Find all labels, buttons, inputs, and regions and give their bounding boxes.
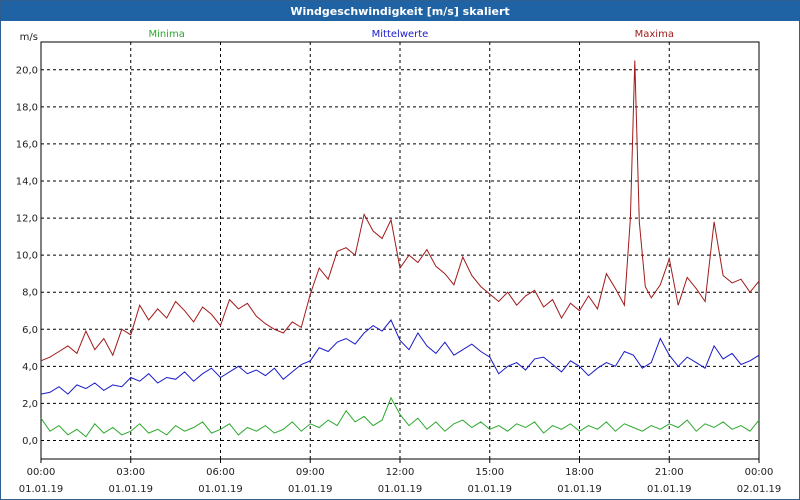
series-line-minima bbox=[40, 396, 760, 438]
x-tick-label-date: 01.01.19 bbox=[647, 484, 692, 495]
y-tick-label: 14,0 bbox=[16, 177, 38, 188]
x-tick-label-date: 01.01.19 bbox=[19, 484, 64, 495]
y-tick-label: 6,0 bbox=[22, 325, 38, 336]
y-axis-label: m/s bbox=[20, 32, 38, 43]
series-line-mittelwerte bbox=[40, 319, 760, 395]
y-tick-label: 20,0 bbox=[16, 65, 38, 76]
x-tick-label-time: 00:00 bbox=[745, 467, 774, 478]
chart-svg: 0,0 2,0 4,0 6,0 8,0 10,0 12,0 14,0 16,0 18,0 20,0 m… bbox=[16, 29, 782, 495]
y-tick-label: 10,0 bbox=[16, 251, 38, 262]
x-tick-label-date: 02.01.19 bbox=[737, 484, 782, 495]
x-tick-label-date: 01.01.19 bbox=[198, 484, 243, 495]
legend-minima: Minima bbox=[148, 29, 184, 40]
window-title: Windgeschwindigkeit [m/s] skaliert bbox=[1, 1, 799, 21]
x-tick-label-time: 03:00 bbox=[116, 467, 145, 478]
x-tick-label-date: 01.01.19 bbox=[557, 484, 602, 495]
y-tick-label: 2,0 bbox=[22, 399, 38, 410]
x-tick-label-time: 09:00 bbox=[296, 467, 325, 478]
x-tick-label-date: 01.01.19 bbox=[288, 484, 333, 495]
legend-mittelwerte: Mittelwerte bbox=[372, 29, 429, 40]
x-tick-label-time: 06:00 bbox=[206, 467, 235, 478]
y-tick-label: 12,0 bbox=[16, 214, 38, 225]
y-tick-label: 8,0 bbox=[22, 288, 38, 299]
y-tick-label: 0,0 bbox=[22, 436, 38, 447]
x-tick-label-date: 01.01.19 bbox=[467, 484, 512, 495]
x-tick-label-time: 00:00 bbox=[27, 467, 56, 478]
y-tick-label: 4,0 bbox=[22, 362, 38, 373]
x-tick-label-time: 15:00 bbox=[475, 467, 504, 478]
legend-maxima: Maxima bbox=[635, 29, 674, 40]
x-tick-label-time: 12:00 bbox=[386, 467, 415, 478]
series-line-maxima bbox=[40, 60, 760, 362]
y-tick-label: 16,0 bbox=[16, 139, 38, 150]
x-tick-label-date: 01.01.19 bbox=[108, 484, 153, 495]
x-tick-label-time: 18:00 bbox=[565, 467, 594, 478]
x-tick-label-time: 21:00 bbox=[655, 467, 684, 478]
x-tick-label-date: 01.01.19 bbox=[378, 484, 423, 495]
y-tick-label: 18,0 bbox=[16, 102, 38, 113]
